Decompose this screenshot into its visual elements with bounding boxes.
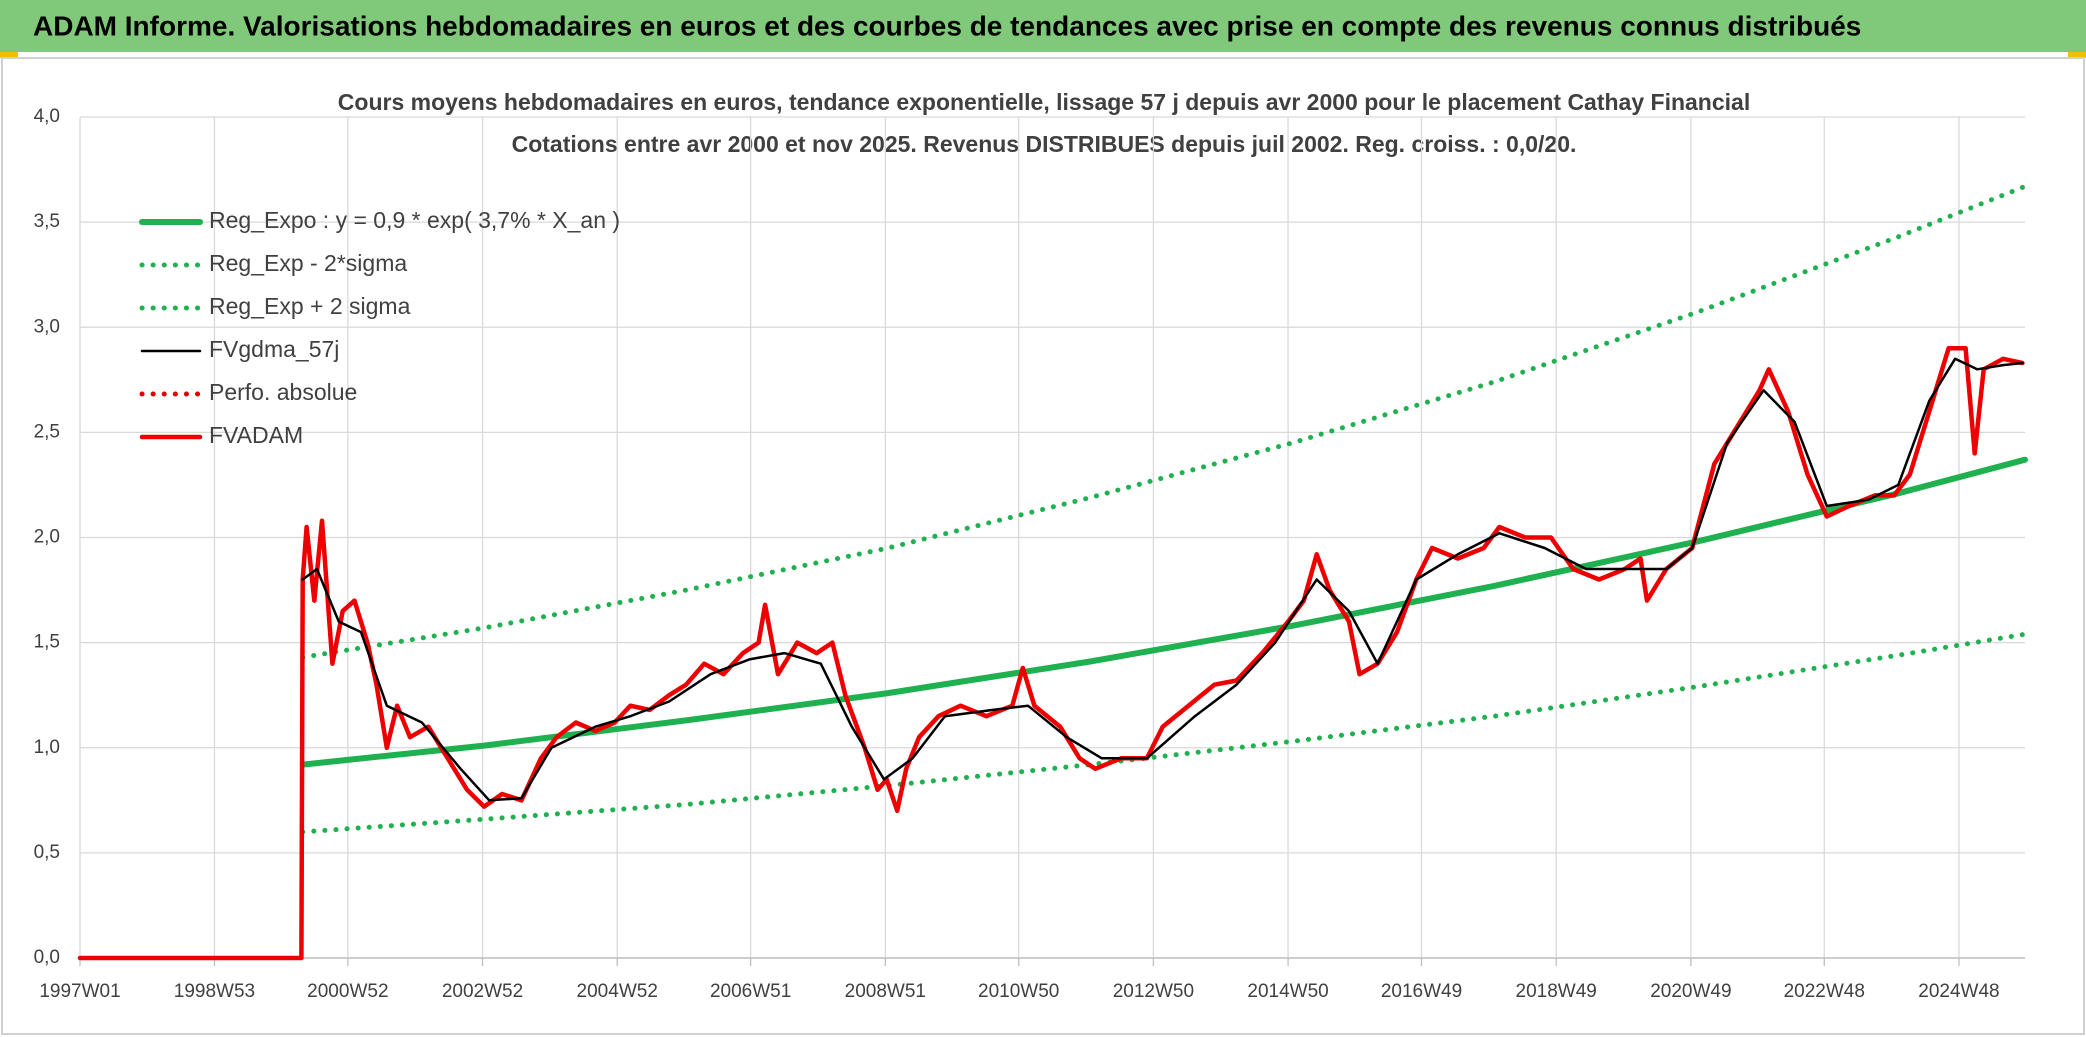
y-tick-label: 3,0 [34,316,60,337]
x-tick-label: 2004W52 [577,981,658,1002]
legend-label: FVADAM [209,422,303,448]
header-title: ADAM Informe. Valorisations hebdomadaire… [33,10,1861,41]
y-tick-label: 3,5 [34,211,60,232]
y-tick-label: 1,0 [34,737,60,758]
x-tick-label: 2006W51 [710,981,791,1002]
series-line [300,183,2028,660]
legend-label: Reg_Expo : y = 0,9 * exp( 3,7% * X_an ) [209,207,620,233]
series-line [301,357,2024,802]
header-bar [0,0,2086,52]
y-tick-label: 4,0 [34,106,60,127]
x-tick-label: 1998W53 [174,981,255,1002]
y-tick-label: 2,5 [34,421,60,442]
x-tick-label: 1997W01 [39,981,120,1002]
x-tick-label: 2020W49 [1650,981,1731,1002]
legend-label: Perfo. absolue [209,379,357,405]
legend-label: FVgdma_57j [209,336,339,362]
y-tick-label: 1,5 [34,632,60,653]
series-line [299,456,2028,768]
x-tick-label: 2024W48 [1918,981,1999,1002]
x-tick-label: 2014W50 [1247,981,1328,1002]
series-line [77,346,2025,961]
x-tick-label: 2002W52 [442,981,523,1002]
x-tick-label: 2012W50 [1113,981,1194,1002]
x-tick-label: 2000W52 [307,981,388,1002]
chart-title: Cours moyens hebdomadaires en euros, ten… [338,89,1750,115]
x-tick-label: 2010W50 [978,981,1059,1002]
chart-border [1,57,2085,1035]
chart-subtitle: Cotations entre avr 2000 et nov 2025. Re… [512,131,1577,157]
x-tick-label: 2022W48 [1784,981,1865,1002]
x-tick-label: 2008W51 [845,981,926,1002]
corner-mark [2068,52,2086,58]
legend-label: Reg_Exp - 2*sigma [209,250,407,276]
y-tick-label: 0,0 [34,947,60,968]
y-tick-label: 0,5 [34,842,60,863]
y-tick-label: 2,0 [34,527,60,548]
legend-label: Reg_Exp + 2 sigma [209,293,411,319]
x-tick-label: 2016W49 [1381,981,1462,1002]
x-tick-label: 2018W49 [1516,981,1597,1002]
corner-mark [0,52,18,58]
